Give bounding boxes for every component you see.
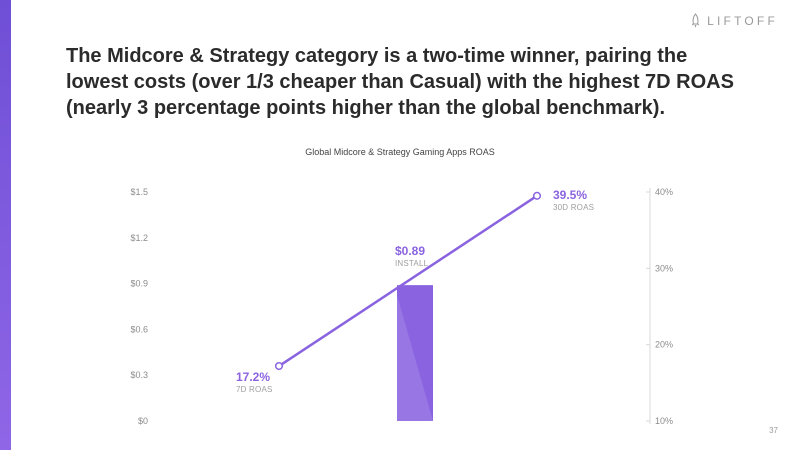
left-axis-tick-label: $0 <box>138 416 148 426</box>
point-label-sublabel: 30D ROAS <box>553 203 594 212</box>
bar-label-sublabel: INSTALL <box>395 259 429 268</box>
right-axis-tick-label: 30% <box>655 263 673 273</box>
roas-point <box>274 361 284 371</box>
left-axis-tick-label: $0.6 <box>130 324 148 334</box>
page-number: 37 <box>769 426 778 435</box>
point-label-value: 39.5% <box>553 188 587 202</box>
chart-title: Global Midcore & Strategy Gaming Apps RO… <box>305 147 495 157</box>
logo-text: LIFTOFF <box>707 14 778 28</box>
bar-label-value: $0.89 <box>395 244 425 258</box>
left-axis-tick-label: $1.5 <box>130 187 148 197</box>
install-cost-bar <box>397 285 433 421</box>
left-axis: $0 $0.3 $0.6 $0.9 $1.2 $1.5 <box>130 187 148 426</box>
point-label-value: 17.2% <box>236 370 270 384</box>
right-axis: 10% 20% 30% 40% <box>646 187 673 426</box>
point-label-sublabel: 7D ROAS <box>236 385 273 394</box>
left-axis-tick-label: $0.3 <box>130 370 148 380</box>
slide-headline: The Midcore & Strategy category is a two… <box>66 45 734 119</box>
accent-bar <box>0 0 11 450</box>
bar-series <box>397 285 433 421</box>
left-axis-tick-label: $0.9 <box>130 279 148 289</box>
brand-logo: LIFTOFF <box>690 13 778 29</box>
rocket-icon <box>691 13 700 28</box>
left-axis-tick-label: $1.2 <box>130 233 148 243</box>
roas-point <box>532 191 542 200</box>
line-series <box>274 191 542 371</box>
right-axis-tick-label: 40% <box>655 187 673 197</box>
roas-line <box>277 194 539 368</box>
right-axis-tick-label: 20% <box>655 340 673 350</box>
install-cost-bar-shade <box>397 295 433 421</box>
right-axis-tick-label: 10% <box>655 416 673 426</box>
